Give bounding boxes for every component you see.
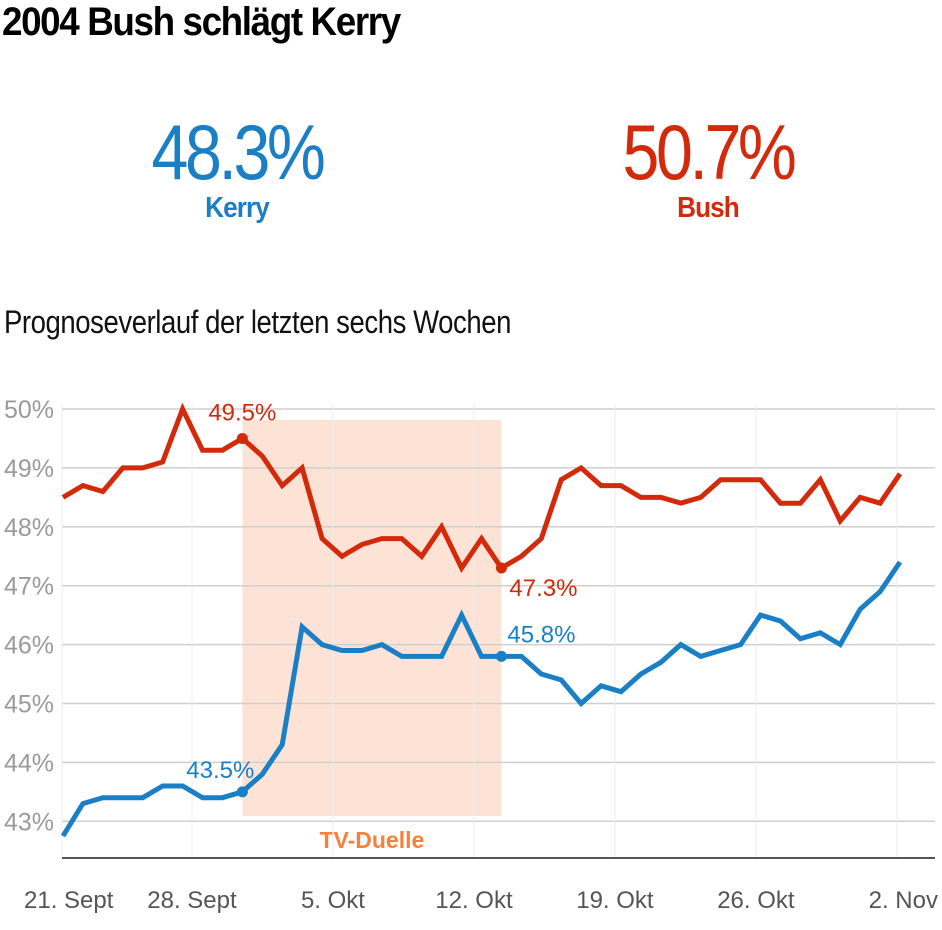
kerry-result: 48.3% Kerry bbox=[87, 112, 387, 224]
kerry-label: Kerry bbox=[205, 192, 270, 224]
annotation-label: 45.8% bbox=[507, 621, 575, 648]
annotation-label: 43.5% bbox=[186, 757, 254, 784]
y-tick-label: 49% bbox=[4, 455, 54, 483]
annotation-label: 49.5% bbox=[208, 399, 276, 426]
annotation-marker bbox=[236, 432, 248, 444]
annotation-marker bbox=[495, 562, 507, 574]
x-tick-label: 26. Okt bbox=[717, 887, 795, 914]
chart-subtitle: Prognoseverlauf der letzten sechs Wochen bbox=[4, 304, 511, 340]
bush-result: 50.7% Bush bbox=[558, 112, 858, 224]
y-tick-label: 50% bbox=[4, 396, 54, 424]
bush-percentage: 50.7% bbox=[622, 108, 796, 196]
bush-label: Bush bbox=[677, 192, 740, 224]
x-tick-label: 5. Okt bbox=[301, 887, 365, 914]
x-tick-label: 2. Nov bbox=[869, 887, 938, 914]
y-tick-label: 47% bbox=[4, 573, 54, 601]
y-tick-label: 43% bbox=[4, 808, 54, 836]
y-tick-label: 45% bbox=[4, 691, 54, 719]
x-tick-label: 19. Okt bbox=[576, 887, 654, 914]
kerry-percentage: 48.3% bbox=[151, 108, 325, 196]
tv-debates-label: TV-Duelle bbox=[319, 827, 424, 853]
page-title: 2004 Bush schlägt Kerry bbox=[2, 0, 401, 44]
annotation-marker bbox=[495, 650, 507, 662]
x-tick-label: 21. Sept bbox=[24, 887, 114, 914]
annotation-marker bbox=[236, 786, 248, 798]
y-tick-label: 46% bbox=[4, 632, 54, 660]
y-tick-label: 48% bbox=[4, 514, 54, 542]
x-tick-label: 12. Okt bbox=[435, 887, 513, 914]
x-tick-label: 28. Sept bbox=[147, 887, 237, 914]
annotation-label: 47.3% bbox=[509, 575, 577, 602]
y-tick-label: 44% bbox=[4, 749, 54, 777]
